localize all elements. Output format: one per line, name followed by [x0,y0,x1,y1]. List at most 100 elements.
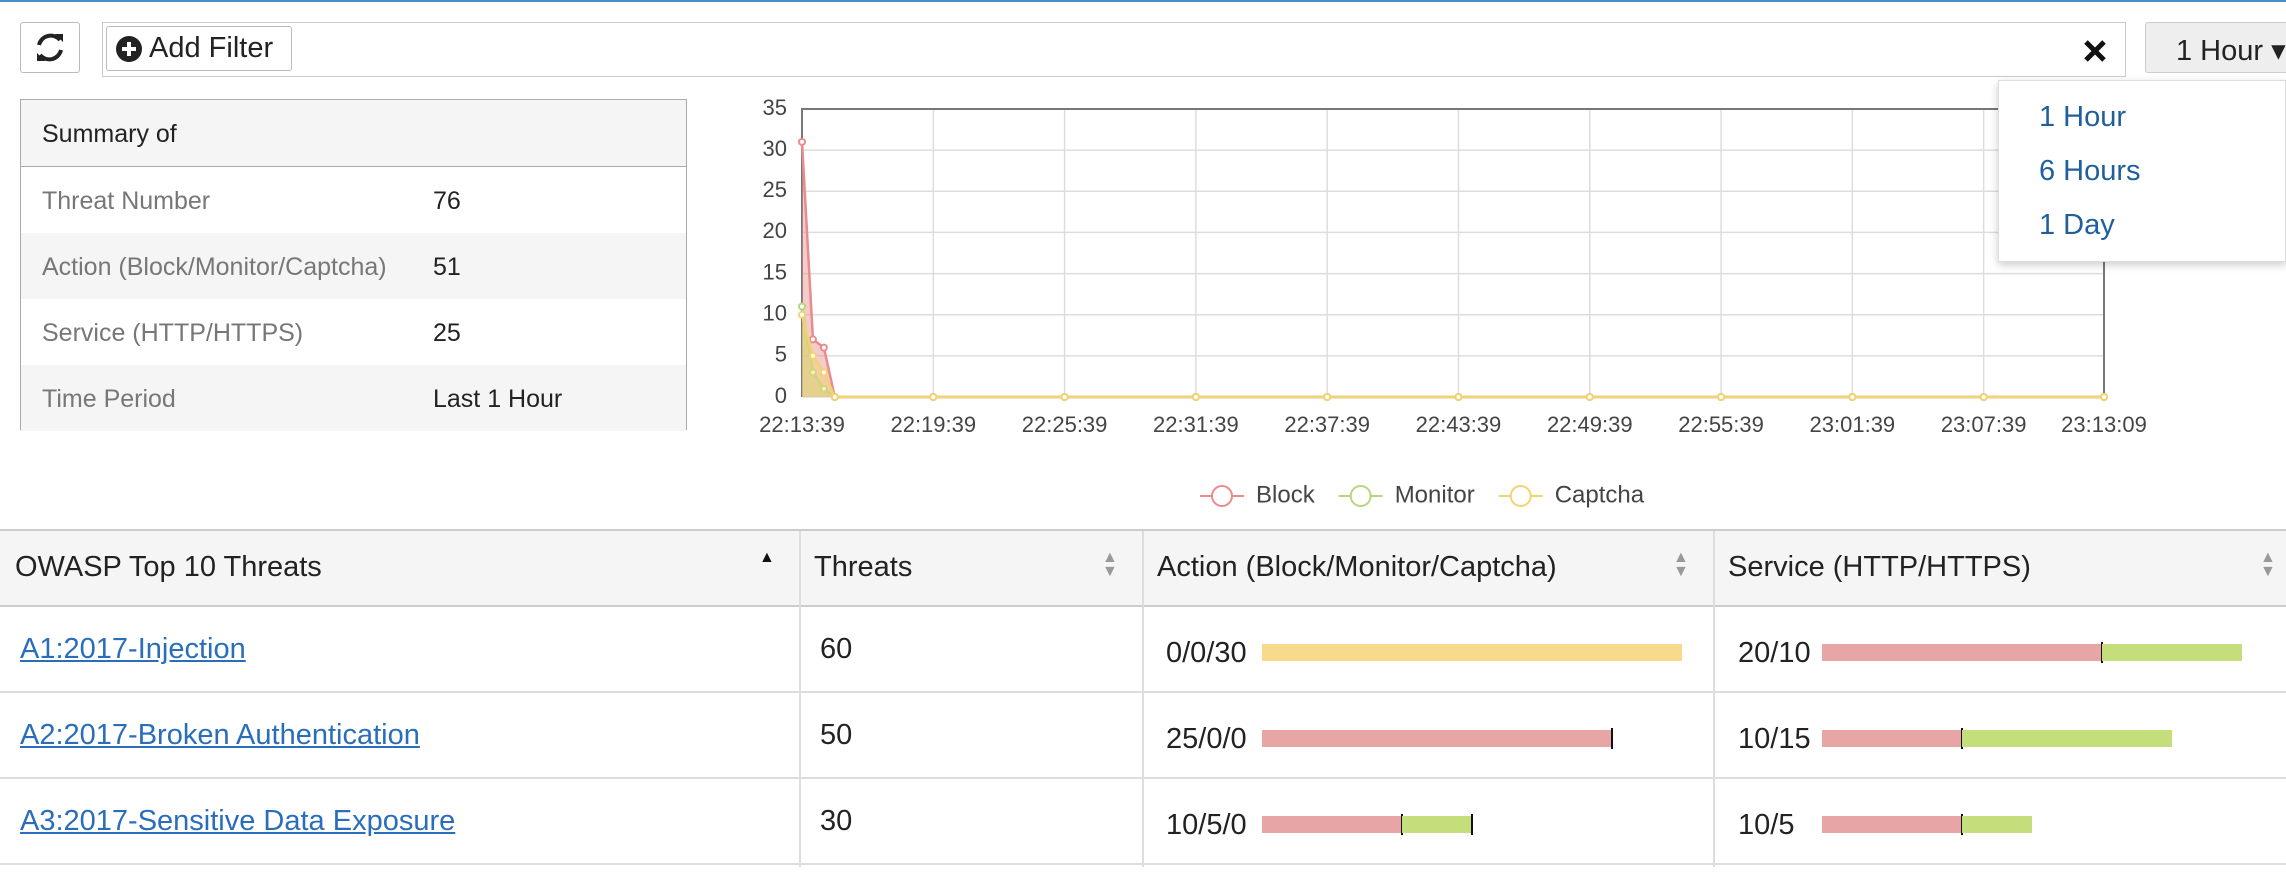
point [1717,393,1726,401]
x-tick-label: 22:55:39 [1678,412,1764,437]
threat-link[interactable]: A1:2017-Injection [20,633,246,665]
summary-value: Last 1 Hour [433,385,563,413]
point [819,368,828,377]
x-tick-label: 22:13:39 [759,412,845,437]
point [808,351,817,360]
x-tick-label: 22:25:39 [1022,412,1108,437]
threat-count: 30 [820,805,853,837]
chart: 0 5 10 15 20 25 30 35 22:13:39 22:19:39 22:25:39 22… [759,95,2147,509]
service-bar-segment [1822,816,1962,833]
column-divider [799,531,801,867]
column-header[interactable]: OWASP Top 10 Threats [15,551,322,583]
time-option[interactable]: 6 Hours [2039,155,2141,187]
summary-title: Summary of [42,120,177,148]
row-divider [0,691,2286,693]
point [1848,393,1857,401]
service-bar-segment [1822,644,2102,661]
action-label: 0/0/30 [1166,637,1247,669]
column-divider [1142,531,1144,867]
top-border [0,0,2286,2]
time-range-label: 1 Hour [2176,35,2264,67]
point [798,310,806,319]
summary-label: Time Period [42,385,176,413]
x-tick-label: 22:37:39 [1284,412,1370,437]
series-line [800,306,2104,399]
point [798,302,806,311]
sort-icon[interactable]: ▲ ▼ [1673,549,1689,580]
legend-label: Monitor [1395,481,1475,508]
y-tick-label: 35 [763,95,787,120]
service-bar-segment [1962,816,2032,833]
action-bar-segment [1262,730,1612,747]
y-tick-label: 15 [763,259,787,284]
x-tick-label: 23:13:09 [2061,412,2147,437]
threat-count: 60 [820,633,853,665]
service-bar-segment [1962,730,2172,747]
sort-icon[interactable]: ▲ ▼ [2260,549,2276,580]
summary-row-bg [21,365,686,431]
legend-marker [1509,485,1532,507]
refresh-icon [37,33,63,62]
service-label: 10/15 [1738,723,1811,755]
x-tick-label: 23:01:39 [1810,412,1896,437]
action-bar-segment [1262,816,1402,833]
legend-marker [1349,485,1372,507]
point [1585,393,1594,401]
column-divider [1713,531,1715,867]
point [1323,393,1332,401]
point [819,384,828,393]
refresh-button[interactable] [20,22,80,73]
x-tick-label: 23:07:39 [1941,412,2027,437]
x-tick-label: 22:49:39 [1547,412,1633,437]
summary-header-bg [21,100,686,167]
add-filter-label: Add Filter [149,32,274,64]
y-tick-label: 25 [763,177,787,202]
sort-icon[interactable]: ▲ ▼ [1102,549,1118,580]
y-tick-label: 10 [763,301,787,326]
y-tick-label: 20 [763,218,787,243]
time-option[interactable]: 1 Hour [2039,101,2127,133]
service-label: 20/10 [1738,637,1811,669]
point [1979,393,1988,401]
x-tick-label: 22:31:39 [1153,412,1239,437]
threat-link[interactable]: A3:2017-Sensitive Data Exposure [20,805,456,837]
point [808,335,817,344]
y-tick-label: 30 [763,136,787,161]
service-bar-segment [1822,730,1962,747]
summary-row-bg [21,233,686,299]
time-range-button[interactable]: 1 Hour ▾ [2145,22,2286,73]
point [929,393,938,401]
series-line [800,314,2104,399]
threat-link[interactable]: A2:2017-Broken Authentication [20,719,420,751]
area-fill [802,306,2104,397]
summary-value: 51 [433,253,461,281]
row-divider [0,863,2286,865]
summary-value: 76 [433,187,461,215]
service-label: 10/5 [1738,809,1795,841]
time-option[interactable]: 1 Day [2039,209,2115,241]
point [1191,393,1200,401]
point [1060,393,1069,401]
time-menu: 1 Hour 6 Hours 1 Day [1998,80,2286,262]
plus-icon [116,35,142,62]
summary-label: Action (Block/Monitor/Captcha) [42,253,387,281]
add-filter-button[interactable]: Add Filter [106,26,292,71]
row-divider [0,777,2286,779]
column-header[interactable]: Action (Block/Monitor/Captcha) [1157,551,1557,583]
filter-bar [102,22,2126,77]
legend-marker [1211,485,1233,507]
action-label: 10/5/0 [1166,809,1247,841]
legend-label: Captcha [1555,481,1645,508]
area-fill [802,141,2104,397]
clear-filter-icon[interactable] [2082,38,2108,64]
point [808,368,817,377]
action-label: 25/0/0 [1166,723,1247,755]
summary-label: Threat Number [42,187,211,215]
column-header[interactable]: Threats [814,551,913,583]
column-header[interactable]: Service (HTTP/HTTPS) [1728,551,2031,583]
summary-value: 25 [433,319,461,347]
segment-separator [1611,728,1613,749]
summary-label: Service (HTTP/HTTPS) [42,319,304,347]
sort-icon[interactable]: ▲ [759,549,775,566]
point [819,343,828,352]
